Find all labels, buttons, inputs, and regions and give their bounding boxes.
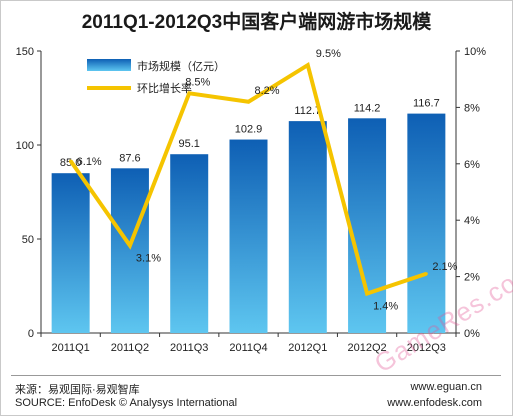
bar [407,113,446,333]
x-tick-label: 2011Q2 [111,342,149,354]
growth-rate-label: 6.1% [77,156,102,168]
bar-value-label: 95.1 [179,138,200,150]
y-left-tick-label: 50 [22,234,34,246]
footer-divider [11,375,501,376]
growth-rate-point [424,272,428,276]
x-tick-label: 2011Q3 [170,342,208,354]
growth-rate-point [306,63,310,67]
bar-value-label: 87.6 [119,152,140,164]
bar-value-label: 114.2 [354,102,381,114]
x-tick-label: 2012Q2 [347,342,386,354]
source-english: SOURCE: EnfoDesk © Analysys Internationa… [15,397,238,409]
bar-value-label: 102.9 [235,124,263,136]
site-url-eguan: www.eguan.cn [410,381,482,393]
growth-rate-label: 3.1% [136,253,161,265]
growth-rate-label: 8.5% [185,76,210,88]
legend-bar-label: 市场规模（亿元） [137,59,225,73]
bar [51,173,90,333]
bar [229,139,268,333]
growth-rate-label: 2.1% [432,261,457,273]
bar [348,118,387,333]
x-tick-label: 2011Q1 [51,342,89,354]
y-left-tick-label: 100 [16,140,34,152]
y-left-tick-label: 0 [28,328,34,340]
x-tick-label: 2012Q1 [288,342,327,354]
growth-rate-point [128,244,132,248]
bar [288,121,327,334]
growth-rate-label: 9.5% [316,48,341,60]
chart-title: 2011Q1-2012Q3中国客户端网游市场规模 [81,12,432,33]
bar [170,154,209,333]
y-right-tick-label: 6% [464,159,480,171]
y-right-tick-label: 4% [464,215,480,227]
bar-value-label: 116.7 [413,98,440,110]
legend-bar-swatch [87,59,131,71]
legend-line-label: 环比增长率 [137,81,192,95]
bar [110,168,149,333]
growth-rate-point [365,292,369,296]
bar-value-label: 112.7 [294,105,321,117]
y-right-tick-label: 8% [464,102,480,114]
y-right-tick-label: 10% [464,46,486,58]
y-right-tick-label: 2% [464,272,480,284]
growth-rate-point [187,91,191,95]
growth-rate-point [69,159,73,163]
growth-rate-label: 1.4% [373,301,398,313]
x-tick-label: 2011Q4 [229,342,267,354]
site-url-enfodesk: www.enfodesk.com [387,397,482,409]
source-chinese: 来源：易观国际·易观智库 [15,384,140,396]
growth-rate-label: 8.2% [255,85,280,97]
y-left-tick-label: 150 [16,46,34,58]
x-tick-label: 2012Q3 [407,342,446,354]
growth-rate-point [247,100,250,104]
y-right-tick-label: 0% [464,328,480,340]
